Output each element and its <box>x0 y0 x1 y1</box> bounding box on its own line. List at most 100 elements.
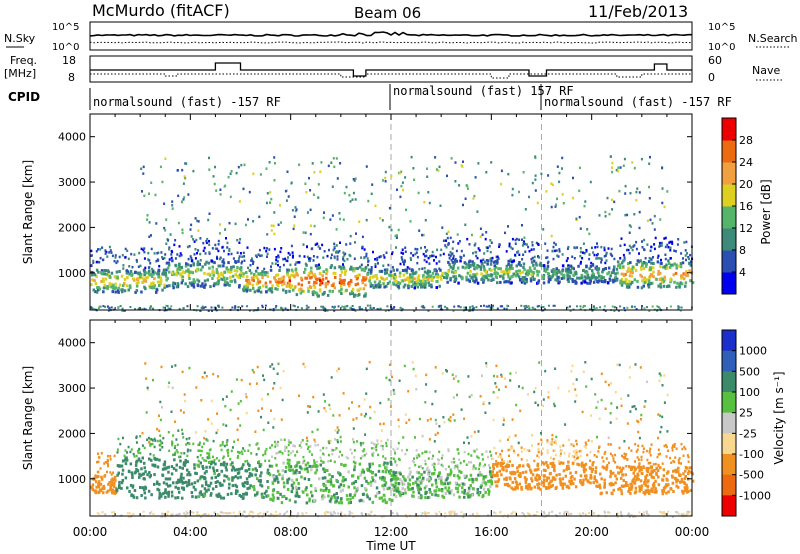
scatter-cell <box>434 156 437 159</box>
scatter-cell <box>574 453 577 456</box>
scatter-cell <box>630 225 632 228</box>
scatter-cell <box>111 511 114 514</box>
scatter-cell <box>400 251 403 255</box>
scatter-cell <box>133 489 137 492</box>
scatter-cell <box>589 473 593 477</box>
scatter-cell <box>475 272 479 276</box>
scatter-cell <box>150 458 153 462</box>
scatter-cell <box>388 273 391 277</box>
scatter-cell <box>492 463 495 466</box>
scatter-cell <box>325 487 328 490</box>
scatter-cell <box>507 513 510 516</box>
scatter-cell <box>626 285 629 289</box>
scatter-cell <box>441 226 444 229</box>
scatter-cell <box>600 477 603 481</box>
scatter-cell <box>295 261 298 264</box>
scatter-cell <box>669 249 672 252</box>
scatter-cell <box>664 253 667 256</box>
scatter-cell <box>217 306 220 308</box>
scatter-cell <box>542 264 546 268</box>
scatter-cell <box>651 483 655 487</box>
scatter-cell <box>307 273 310 277</box>
scatter-cell <box>536 270 540 274</box>
scatter-cell <box>526 306 528 309</box>
scatter-cell <box>593 307 596 310</box>
scatter-cell <box>124 476 128 480</box>
scatter-cell <box>90 254 93 257</box>
scatter-cell <box>385 251 388 254</box>
scatter-cell <box>284 189 287 193</box>
scatter-cell <box>323 476 327 480</box>
scatter-cell <box>208 243 211 246</box>
scatter-cell <box>363 278 366 282</box>
scatter-cell <box>592 273 595 277</box>
scatter-cell <box>336 258 339 261</box>
scatter-cell <box>316 460 319 464</box>
scatter-cell <box>189 264 193 268</box>
scatter-cell <box>541 440 543 443</box>
scatter-cell <box>463 460 465 463</box>
scatter-cell <box>180 472 183 476</box>
scatter-cell <box>673 249 676 252</box>
scatter-cell <box>398 271 402 275</box>
scatter-cell <box>567 280 570 284</box>
scatter-cell <box>196 479 200 483</box>
scatter-cell <box>350 452 353 455</box>
scatter-cell <box>573 257 576 260</box>
scatter-cell <box>407 475 410 479</box>
scatter-cell <box>414 271 417 275</box>
scatter-cell <box>139 473 143 477</box>
scatter-cell <box>309 276 312 280</box>
scatter-cell <box>283 281 286 285</box>
scatter-cell <box>135 284 139 288</box>
scatter-cell <box>395 246 397 249</box>
scatter-cell <box>565 467 568 471</box>
scatter-cell <box>349 501 352 504</box>
scatter-cell <box>226 492 230 496</box>
scatter-cell <box>399 195 402 199</box>
scatter-cell <box>396 447 399 450</box>
scatter-cell <box>532 263 535 267</box>
scatter-cell <box>189 255 192 258</box>
scatter-cell <box>489 262 493 266</box>
scatter-cell <box>292 444 295 447</box>
scatter-cell <box>435 262 438 265</box>
scatter-cell <box>296 515 299 518</box>
scatter-cell <box>519 264 522 267</box>
scatter-cell <box>174 496 177 500</box>
scatter-cell <box>215 281 219 285</box>
scatter-cell <box>680 282 684 286</box>
scatter-cell <box>435 489 438 493</box>
scatter-cell <box>134 308 137 310</box>
scatter-cell <box>138 306 141 309</box>
scatter-cell <box>422 233 425 237</box>
scatter-cell <box>511 267 514 270</box>
scatter-cell <box>217 514 220 517</box>
scatter-cell <box>638 252 640 255</box>
scatter-cell <box>285 289 288 293</box>
scatter-cell <box>471 275 474 279</box>
scatter-cell <box>167 510 169 513</box>
scatter-cell <box>261 276 264 279</box>
scatter-cell <box>99 467 102 470</box>
scatter-cell <box>551 441 554 445</box>
scatter-cell <box>335 496 338 500</box>
scatter-cell <box>236 266 239 269</box>
scatter-cell <box>424 450 427 454</box>
scatter-cell <box>647 513 650 516</box>
scatter-cell <box>154 457 157 461</box>
scatter-cell <box>268 459 271 463</box>
scatter-cell <box>452 240 455 244</box>
scatter-cell <box>464 262 468 266</box>
scatter-cell <box>495 463 498 467</box>
scatter-cell <box>287 268 290 272</box>
scatter-cell <box>223 278 226 282</box>
scatter-cell <box>431 457 434 461</box>
scatter-cell <box>409 470 412 474</box>
scatter-cell <box>450 489 453 493</box>
scatter-cell <box>339 274 342 277</box>
scatter-cell <box>644 264 648 268</box>
scatter-cell <box>354 275 357 278</box>
scatter-cell <box>342 263 344 266</box>
scatter-cell <box>628 244 631 248</box>
